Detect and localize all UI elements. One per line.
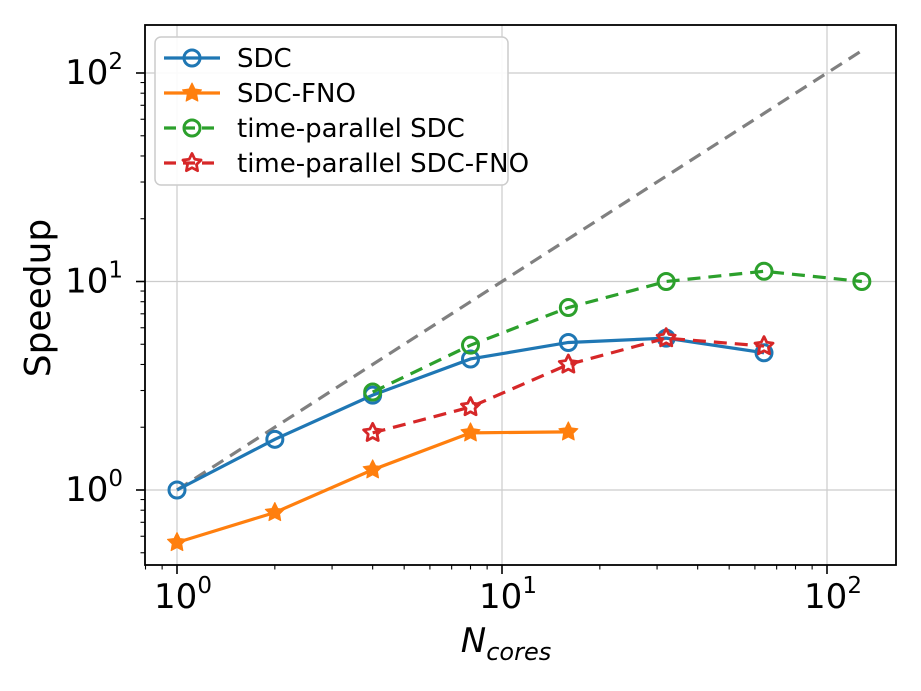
- open-star-marker: [655, 327, 677, 348]
- open-circle-marker: [656, 272, 676, 291]
- open-star-marker: [460, 396, 481, 417]
- x-axis-title: Ncores: [461, 621, 551, 666]
- legend-label: time-parallel SDC-FNO: [237, 149, 529, 179]
- filled-star-marker: [460, 422, 481, 442]
- filled-star-marker: [558, 421, 579, 441]
- open-circle-marker: [852, 272, 872, 291]
- series-sdc-fno: [166, 421, 579, 552]
- open-circle-marker: [182, 48, 202, 68]
- x-tick-label: 100: [154, 573, 212, 617]
- open-circle-marker: [182, 118, 202, 138]
- filled-star-marker: [181, 82, 203, 102]
- plot-frame: [144, 24, 897, 566]
- open-circle-marker: [558, 332, 578, 352]
- x-tick-label: 101: [479, 573, 537, 617]
- filled-star-marker: [362, 459, 383, 479]
- open-circle-marker: [461, 349, 481, 369]
- series-line: [371, 269, 863, 394]
- axis-ticks: [136, 72, 828, 574]
- open-star-marker: [181, 152, 203, 173]
- legend-label: SDC-FNO: [237, 79, 356, 109]
- y-tick-label: 101: [65, 258, 123, 302]
- legend-label: time-parallel SDC: [237, 114, 465, 144]
- y-axis-title: Speedup: [18, 219, 59, 378]
- y-tick-label: 102: [65, 49, 123, 93]
- series-ideal: [176, 49, 863, 492]
- legend-item-sdc: SDC: [164, 44, 292, 74]
- legend-item-sdc-fno: SDC-FNO: [164, 79, 356, 109]
- open-star-marker: [753, 335, 775, 356]
- open-circle-marker: [461, 335, 481, 355]
- series-line: [176, 430, 569, 545]
- filled-star-marker: [166, 532, 188, 552]
- legend-item-time-parallel-sdc: time-parallel SDC: [164, 114, 465, 144]
- series-sdc: [167, 328, 774, 500]
- open-circle-marker: [363, 382, 383, 402]
- legend-box: [154, 36, 509, 186]
- y-tick-label: 100: [65, 466, 123, 510]
- open-star-marker: [362, 421, 384, 442]
- legend: SDC SDC-FNO time-parallel SDC time-parallel…: [154, 36, 529, 186]
- series-time-parallel-sdc-fno: [362, 327, 775, 442]
- series-line: [372, 336, 765, 435]
- x-tick-label: 102: [804, 573, 862, 617]
- open-circle-marker: [558, 298, 578, 318]
- series-time-parallel-sdc: [363, 261, 872, 402]
- open-star-marker: [557, 353, 579, 374]
- filled-star-marker: [264, 502, 285, 522]
- legend-label: SDC: [237, 44, 292, 74]
- legend-item-time-parallel-sdc-fno: time-parallel SDC-FNO: [164, 149, 529, 179]
- open-circle-marker: [754, 261, 774, 281]
- series-line: [176, 49, 863, 492]
- open-circle-marker: [265, 429, 285, 449]
- open-circle-marker: [167, 480, 187, 500]
- series-line: [176, 336, 765, 492]
